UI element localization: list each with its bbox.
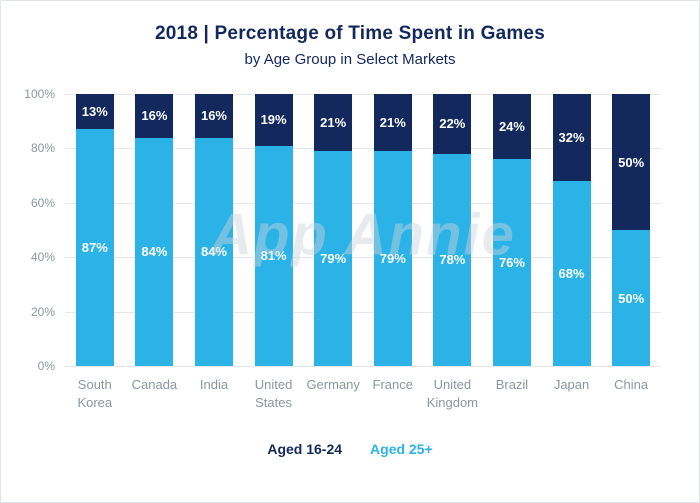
segment-value-label: 19% [260, 112, 287, 128]
bar-group: 22% 78% [433, 94, 472, 366]
segment-value-label: 84% [141, 244, 168, 260]
segment-value-label: 21% [379, 115, 406, 131]
segment-value-label: 79% [320, 251, 347, 267]
bar-segment-aged-25plus: 87% [75, 129, 114, 366]
bar-group: 16% 84% [135, 94, 174, 366]
legend-item-aged-16-24: Aged 16-24 [267, 441, 343, 458]
x-axis-label: France [372, 377, 413, 392]
segment-value-label: 79% [379, 251, 406, 267]
segment-value-label: 78% [439, 252, 466, 268]
segment-value-label: 84% [200, 244, 227, 260]
legend-item-aged-25plus: Aged 25+ [370, 441, 433, 458]
bar-group: 13% 87% [75, 94, 114, 366]
bar-segment-aged-25plus: 84% [135, 137, 174, 366]
bar-group: 16% 84% [194, 94, 233, 366]
bar-group: 32% 68% [552, 94, 591, 366]
gridline [65, 366, 661, 367]
segment-value-label: 50% [618, 290, 645, 306]
gridline [65, 148, 661, 150]
x-axis-label: Germany [306, 377, 360, 392]
bar-group: 21% 79% [373, 94, 412, 366]
plot-area: 13% 87% 16% 84% 16% 84% 19% 81% 21% 79% 21% 79% 22% 7… [24, 87, 661, 373]
x-axis-label: United Kingdom [426, 377, 479, 410]
y-axis-tick-label: 0% [37, 359, 55, 373]
bar-segment-aged-16-24: 24% [492, 94, 531, 160]
bar-segment-aged-16-24: 21% [314, 94, 353, 152]
bar-segment-aged-16-24: 19% [254, 94, 293, 146]
segment-value-label: 87% [81, 240, 108, 256]
y-axis-tick-label: 100% [24, 87, 55, 101]
segment-value-label: 22% [439, 116, 466, 132]
x-axis-label: South Korea [77, 377, 113, 410]
bar-segment-aged-16-24: 22% [433, 94, 472, 154]
x-axis-label: United States [254, 377, 293, 410]
chart-area: 13% 87% 16% 84% 16% 84% 19% 81% 21% 79% 21% 79% 22% 7… [24, 87, 661, 411]
bar-group: 21% 79% [314, 94, 353, 366]
segment-value-label: 68% [558, 266, 585, 281]
bar-segment-aged-25plus: 76% [492, 159, 531, 366]
chart-title: 2018 | Percentage of Time Spent in Games [155, 23, 545, 44]
segment-value-label: 21% [320, 115, 347, 131]
x-axis-labels: South Korea Canada India United States Germa… [65, 376, 661, 411]
bar-segment-aged-16-24: 16% [135, 94, 174, 138]
bar-group: 24% 76% [492, 94, 531, 366]
bar-segment-aged-25plus: 81% [254, 145, 293, 366]
bar-segment-aged-25plus: 50% [612, 230, 651, 366]
segment-value-label: 24% [498, 119, 525, 135]
y-axis-tick-label: 20% [30, 304, 55, 319]
y-axis-tick-label: 60% [30, 195, 55, 210]
bars: 13% 87% 16% 84% 16% 84% 19% 81% 21% 79% 21% 79% 22% 7… [65, 94, 661, 366]
y-axis-tick-label: 80% [30, 141, 55, 156]
bar-segment-aged-25plus: 79% [314, 151, 353, 366]
chart-subtitle: by Age Group in Select Markets [244, 51, 456, 68]
bar-segment-aged-25plus: 78% [433, 153, 472, 366]
segment-value-label: 76% [498, 255, 525, 271]
gridline [65, 257, 661, 259]
bar-group: 19% 81% [254, 94, 293, 366]
bar-segment-aged-16-24: 16% [194, 94, 233, 138]
bar-segment-aged-16-24: 13% [75, 94, 114, 130]
bar-segment-aged-16-24: 21% [373, 94, 412, 152]
bar-segment-aged-25plus: 84% [194, 137, 233, 366]
segment-value-label: 13% [81, 104, 108, 120]
bar-segment-aged-16-24: 50% [612, 94, 651, 230]
gridline [65, 311, 661, 313]
segment-value-label: 81% [260, 248, 287, 264]
gridline [65, 94, 661, 95]
segment-value-label: 16% [200, 108, 227, 124]
x-axis-label: Japan [553, 377, 590, 392]
segment-value-label: 16% [141, 108, 168, 124]
segment-value-label: 32% [558, 130, 585, 146]
bar-group: 50% 50% [612, 94, 651, 366]
x-axis-label: China [614, 377, 649, 392]
bar-segment-aged-25plus: 79% [373, 151, 412, 366]
bar-segment-aged-25plus: 68% [552, 181, 591, 366]
gridline [65, 202, 661, 204]
y-axis-tick-label: 40% [30, 250, 55, 265]
x-axis-label: Canada [131, 377, 178, 392]
chart-header: 2018 | Percentage of Time Spent in Games… [1, 1, 699, 68]
bar-segment-aged-16-24: 32% [552, 94, 591, 182]
x-axis-label: India [199, 377, 229, 392]
legend: Aged 16-24 Aged 25+ [1, 441, 699, 457]
x-axis-label: Brazil [495, 377, 529, 392]
segment-value-label: 50% [618, 154, 645, 170]
